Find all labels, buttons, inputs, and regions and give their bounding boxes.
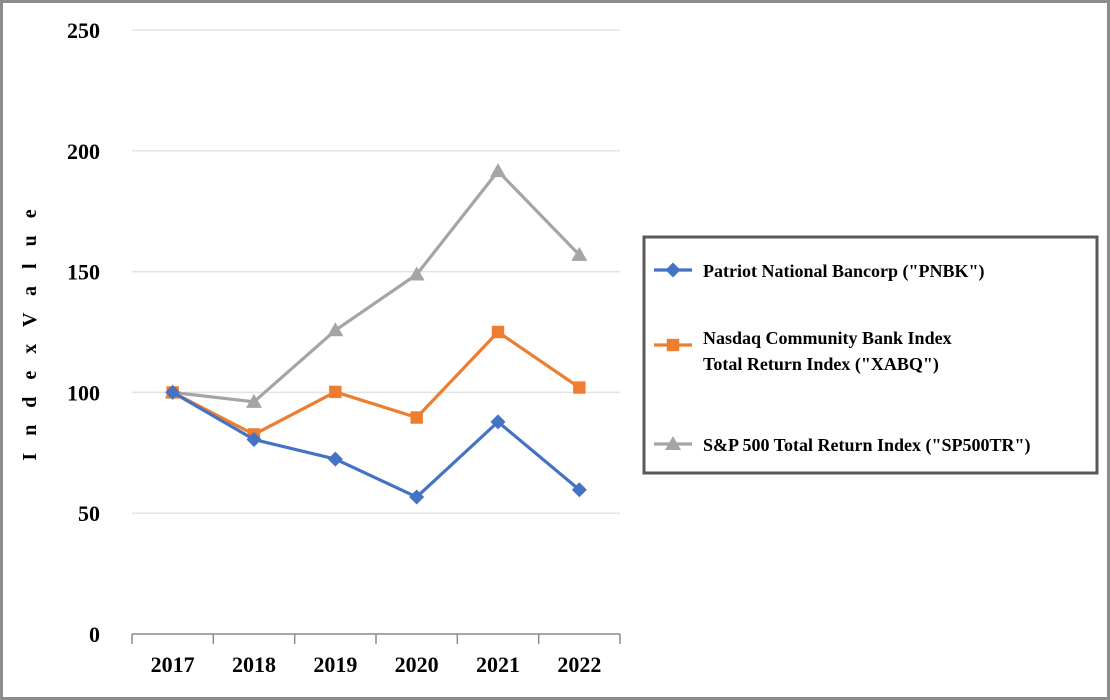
x-tick-label: 2018 <box>232 652 276 677</box>
axes: 0 50 100 150 200 250 2017 2018 2019 2020 2021 2022 <box>67 18 621 677</box>
y-tick-label: 100 <box>67 380 100 405</box>
data-point-marker <box>490 163 506 178</box>
y-tick-label: 250 <box>67 18 100 43</box>
data-point-marker <box>666 338 680 352</box>
data-point-marker <box>327 451 343 467</box>
data-point-marker <box>571 482 587 498</box>
data-point-marker <box>246 393 262 408</box>
data-point-marker <box>491 325 505 339</box>
data-point-marker <box>490 414 506 430</box>
y-axis-title: I n d e x V a l u e <box>19 203 41 460</box>
data-point-marker <box>573 381 586 394</box>
y-tick-label: 200 <box>67 139 100 164</box>
grid-lines <box>132 29 620 514</box>
y-tick-label: 150 <box>67 260 100 285</box>
series-group <box>164 163 588 505</box>
data-point-marker <box>329 385 342 399</box>
data-point-marker <box>571 246 588 261</box>
legend-box <box>642 235 1099 475</box>
legend-label: S&P 500 Total Return Index ("SP500TR") <box>703 435 1031 456</box>
x-tick-label: 2017 <box>151 652 195 677</box>
data-point-marker <box>410 411 423 424</box>
legend: Patriot National Bancorp ("PNBK") Nasdaq … <box>642 235 1099 475</box>
series-line <box>171 391 581 499</box>
series-line <box>172 169 581 404</box>
data-point-marker <box>246 432 262 448</box>
legend-label: Patriot National Bancorp ("PNBK") <box>703 261 984 282</box>
x-tick-label: 2022 <box>557 652 601 677</box>
data-point-marker <box>665 436 681 450</box>
series-1 <box>165 384 587 505</box>
legend-label: Total Return Index ("XABQ") <box>703 354 939 375</box>
x-tick-label: 2020 <box>395 652 439 677</box>
x-tick-label: 2019 <box>313 652 357 677</box>
data-point-marker <box>165 384 181 400</box>
data-point-marker <box>665 262 681 278</box>
series-line <box>171 330 581 437</box>
x-tick-label: 2021 <box>476 652 520 677</box>
y-tick-label: 50 <box>78 501 100 526</box>
y-tick-label: 0 <box>89 622 100 647</box>
series-3 <box>164 163 588 408</box>
data-point-marker <box>409 489 425 505</box>
data-point-marker <box>408 266 425 281</box>
legend-label: Nasdaq Community Bank Index <box>703 328 952 348</box>
data-point-marker <box>327 322 344 337</box>
